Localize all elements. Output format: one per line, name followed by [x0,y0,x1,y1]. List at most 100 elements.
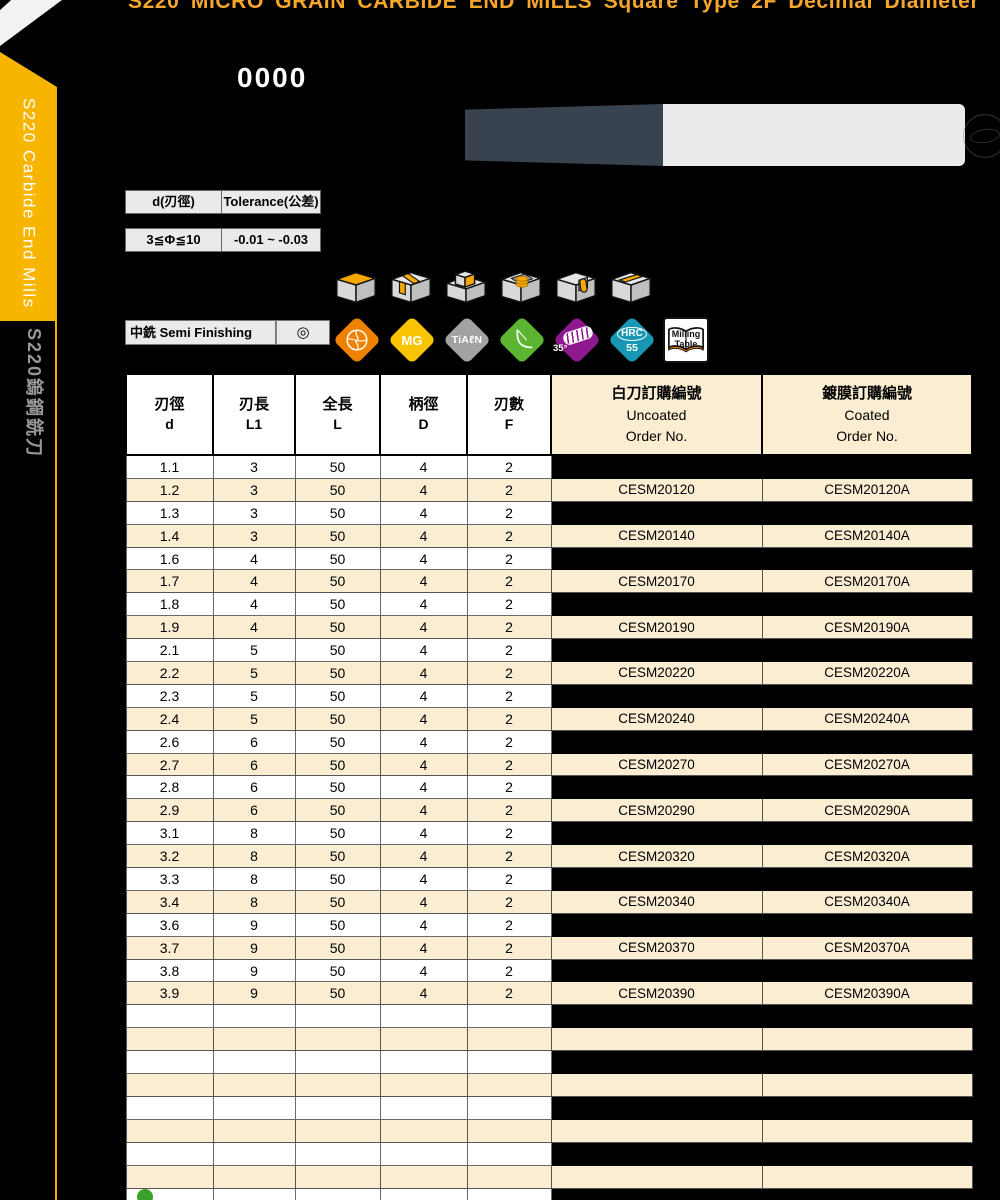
coating-badge: TiAℓN [442,315,492,365]
d-cell: 3.1 [125,821,214,846]
coated-order-cell [761,729,973,754]
l1-cell: 9 [212,935,296,960]
shank-d-cell: 4 [379,500,468,525]
l-cell: 50 [294,454,381,479]
uncoated-order-cell [550,638,763,663]
table-row [125,1164,973,1189]
endmill-flutes [465,104,663,166]
l-cell: 50 [294,912,381,937]
l1-cell: 8 [212,867,296,891]
helix-angle-badge: 35° [552,315,602,365]
l1-cell: 6 [212,752,296,777]
open-book-icon [668,327,704,353]
d-cell: 1.7 [125,569,214,594]
top-slot-icon [609,271,653,304]
table-row: 3.4 8 50 4 2 CESM20340 CESM20340A [125,889,973,914]
header-coated: 鍍膜訂購編號 Coated Order No. [761,373,973,456]
table-row: 3.7 9 50 4 2 CESM20370 CESM20370A [125,935,973,960]
d-cell: 1.6 [125,546,214,571]
tolerance-header-d: d(刃徑) [125,190,222,214]
table-row: 3.9 9 50 4 2 CESM20390 CESM20390A [125,981,973,1006]
helix-angle-label: 35° [553,343,568,354]
f-cell: 2 [466,638,552,663]
f-cell [466,1050,552,1075]
corner-plunge-icon [554,271,598,304]
l-cell [294,1164,381,1189]
coated-order-cell: CESM20370A [761,935,973,960]
l1-cell [212,1095,296,1120]
coated-order-cell: CESM20240A [761,706,973,731]
f-cell: 2 [466,821,552,846]
uncoated-order-cell [550,1073,763,1097]
shank-d-cell [379,1027,468,1052]
f-cell: 2 [466,752,552,777]
coated-order-cell: CESM20320A [761,844,973,869]
coated-order-cell: CESM20120A [761,477,973,502]
d-cell: 1.4 [125,523,214,548]
f-cell: 2 [466,454,552,479]
shank-d-cell [379,1095,468,1120]
shank-d-cell: 4 [379,638,468,663]
face-milling-icon [334,271,378,304]
tolerance-range: 3≦Φ≦10 [125,228,222,252]
f-cell: 2 [466,775,552,800]
uncoated-order-cell [550,454,763,479]
d-cell [125,1095,214,1120]
l-cell: 50 [294,523,381,548]
table-row: 3.8 9 50 4 2 [125,958,973,983]
l-cell: 50 [294,935,381,960]
d-cell [125,1050,214,1075]
shank-d-cell [379,1118,468,1143]
table-row [125,1095,973,1120]
uncoated-order-cell [550,1004,763,1029]
header-l1: 刃長 L1 [212,373,296,456]
spec-table-wrap: 刃徑 d 刃長 L1 全長 L 柄徑 D 刃數 F 白刀訂購編號 Uncoated Order… [125,373,973,1200]
d-cell: 1.2 [125,477,214,502]
l1-cell: 8 [212,844,296,869]
l1-cell: 3 [212,523,296,548]
l1-cell: 3 [212,500,296,525]
uncoated-order-cell [550,1187,763,1200]
l-cell [294,1073,381,1097]
d-cell [125,1141,214,1166]
table-row: 2.7 6 50 4 2 CESM20270 CESM20270A [125,752,973,777]
l-cell: 50 [294,683,381,708]
shank-d-cell: 4 [379,798,468,823]
l1-cell: 6 [212,775,296,800]
endmill-photo [465,104,1000,166]
l-cell: 50 [294,798,381,823]
f-cell [466,1164,552,1189]
helical-boring-icon [499,271,543,304]
f-cell: 2 [466,958,552,983]
uncoated-order-cell: CESM20190 [550,615,763,640]
l1-cell: 8 [212,889,296,914]
l1-cell [212,1118,296,1143]
d-cell: 1.1 [125,454,214,479]
l1-cell: 5 [212,638,296,663]
l1-cell: 4 [212,592,296,617]
l1-cell: 5 [212,706,296,731]
f-cell: 2 [466,500,552,525]
table-row: 2.8 6 50 4 2 [125,775,973,800]
shank-d-cell: 4 [379,454,468,479]
uncoated-order-cell: CESM20120 [550,477,763,502]
f-cell [466,1073,552,1097]
table-row: 2.3 5 50 4 2 [125,683,973,708]
shank-d-cell: 4 [379,706,468,731]
uncoated-order-cell [550,1141,763,1166]
uncoated-order-cell [550,912,763,937]
uncoated-order-cell [550,1050,763,1075]
d-cell [125,1073,214,1097]
f-cell: 2 [466,477,552,502]
l1-cell: 9 [212,981,296,1006]
uncoated-order-cell [550,1118,763,1143]
mg-label: MG [401,332,423,348]
coated-order-cell [761,1095,973,1120]
l-cell: 50 [294,844,381,869]
table-row [125,1004,973,1029]
f-cell [466,1141,552,1166]
shank-d-cell: 4 [379,477,468,502]
d-cell: 3.8 [125,958,214,983]
f-cell: 2 [466,935,552,960]
d-cell [125,1004,214,1029]
